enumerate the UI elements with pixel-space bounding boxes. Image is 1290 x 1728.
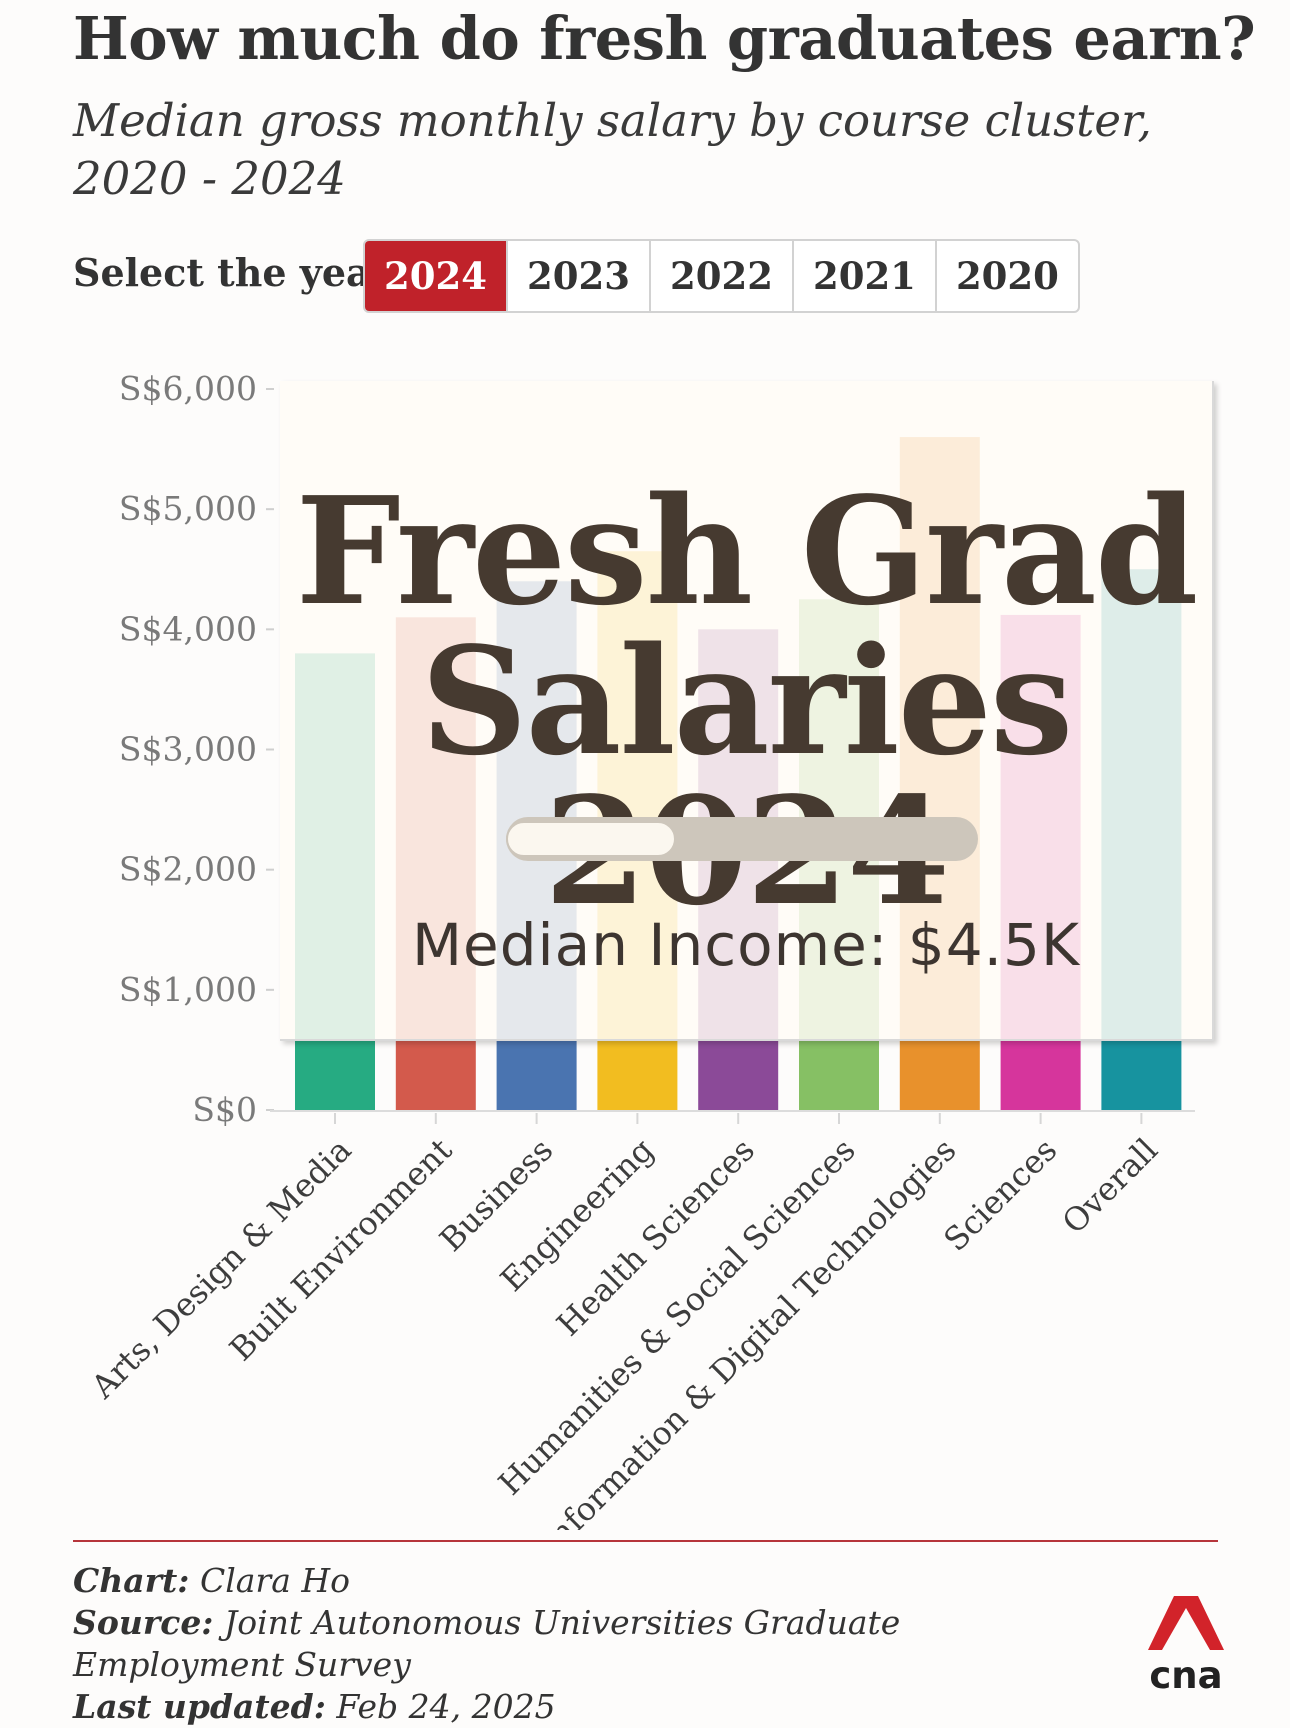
year-tab-2020[interactable]: 2020 <box>955 254 1059 298</box>
credit-source-line: Source: Joint Autonomous Universities Gr… <box>73 1603 901 1684</box>
y-tick-label: S$4,000 <box>119 609 257 648</box>
chart-credits: Chart: Clara Ho Source: Joint Autonomous… <box>73 1560 1033 1728</box>
credit-updated-date: Feb 24, 2025 <box>336 1687 556 1726</box>
year-selector-label: Select the year: <box>73 250 405 295</box>
year-tab-2024[interactable]: 2024 <box>365 241 508 311</box>
overlay-title-line2: Salaries 2024 <box>420 614 1074 926</box>
year-tab-2021[interactable]: 2021 <box>794 241 937 311</box>
y-tick-label: S$2,000 <box>119 850 257 889</box>
chart-title: How much do fresh graduates earn? <box>73 4 1256 73</box>
overlay-progress-bar <box>506 817 978 861</box>
y-tick-label: S$0 <box>192 1090 257 1129</box>
overlay-median-income: Median Income: $4.5K <box>412 911 1080 979</box>
year-tab-2023[interactable]: 2023 <box>508 241 651 311</box>
overlay-progress-fill <box>506 821 676 857</box>
y-tick-label: S$3,000 <box>119 730 257 769</box>
cna-logo-mark <box>1148 1596 1224 1650</box>
year-tab-2022[interactable]: 2022 <box>651 241 794 311</box>
x-tick-label: Humanities & Social Sciences <box>491 1131 863 1503</box>
chart-subtitle: Median gross monthly salary by course cl… <box>73 94 1152 205</box>
y-tick-label: S$5,000 <box>119 489 257 528</box>
cna-logo-mark-cutout <box>1172 1622 1200 1650</box>
credit-source: Joint Autonomous Universities Graduate E… <box>73 1603 901 1684</box>
credit-chart-author: Clara Ho <box>199 1561 351 1600</box>
footer-divider <box>73 1540 1218 1542</box>
y-tick-label: S$6,000 <box>119 369 257 408</box>
video-title-overlay: Fresh Grad Salaries 2024 Median Income: … <box>280 381 1214 1041</box>
x-tick-label: Overall <box>1055 1131 1165 1241</box>
year-selector: 2024 2023 2022 2021 2020 <box>363 239 1080 313</box>
cna-logo: cna <box>1148 1596 1224 1692</box>
credit-chart-line: Chart: Clara Ho <box>73 1561 351 1600</box>
overlay-title-line1: Fresh Grad <box>295 464 1199 638</box>
credit-updated-line: Last updated: Feb 24, 2025 <box>73 1687 556 1726</box>
y-tick-label: S$1,000 <box>119 970 257 1009</box>
cna-logo-text: cna <box>1149 1654 1222 1692</box>
